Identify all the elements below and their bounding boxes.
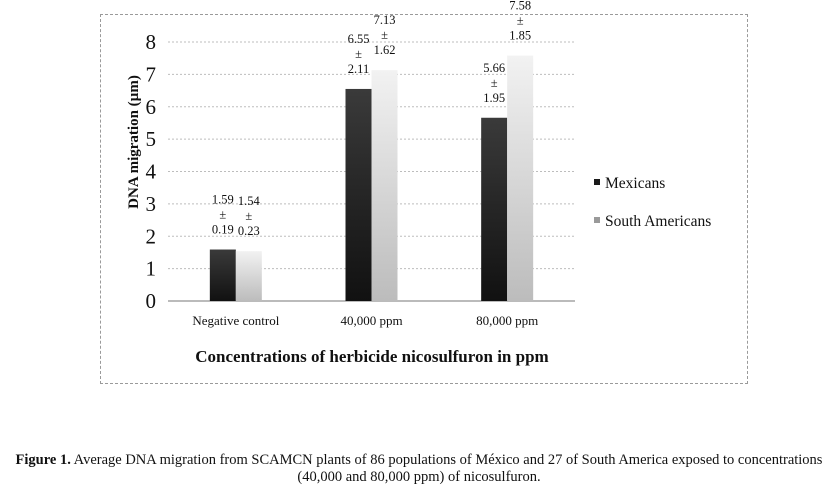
value-label: 6.55 <box>348 32 370 46</box>
value-label: 0.23 <box>238 224 260 238</box>
value-label: ± <box>219 208 226 222</box>
x-axis-label: Concentrations of herbicide nicosulfuron… <box>195 347 548 366</box>
x-tick-label: 40,000 ppm <box>340 313 402 328</box>
caption-text: Average DNA migration from SCAMCN plants… <box>70 452 823 485</box>
y-tick-label: 4 <box>146 160 157 184</box>
x-tick-labels: Negative control 40,000 ppm 80,000 ppm <box>192 313 538 328</box>
bar-mexicans-0 <box>209 249 236 301</box>
figure-caption: Figure 1. Average DNA migration from SCA… <box>0 452 838 486</box>
y-tick-label: 6 <box>146 95 157 119</box>
legend-label-south-americans: South Americans <box>605 213 711 230</box>
value-labels: 1.59±0.191.54±0.236.55±2.117.13±1.625.66… <box>212 0 531 238</box>
y-tick-label: 7 <box>146 62 157 86</box>
value-label: 2.11 <box>348 62 369 76</box>
value-label: 1.62 <box>374 43 396 57</box>
value-label: 1.59 <box>212 193 234 207</box>
bar-chart: 1.59±0.191.54±0.236.55±2.117.13±1.625.66… <box>126 0 711 366</box>
legend: Mexicans South Americans <box>594 175 711 230</box>
y-tick-label: 1 <box>146 257 157 281</box>
value-label: 7.13 <box>374 13 396 27</box>
y-tick-label: 0 <box>146 289 157 313</box>
bar-south-americans-0 <box>235 251 262 301</box>
y-tick-label: 2 <box>146 224 157 248</box>
x-tick-label: Negative control <box>192 313 279 328</box>
y-tick-label: 5 <box>146 127 157 151</box>
bar-south-americans-2 <box>507 55 534 301</box>
y-axis-label: DNA migration (µm) <box>126 75 142 209</box>
value-label: 1.85 <box>509 29 531 43</box>
value-label: ± <box>517 14 524 28</box>
legend-swatch-mexicans <box>594 179 600 185</box>
value-label: 7.58 <box>509 0 531 13</box>
y-tick-labels: 0 1 2 3 4 5 6 7 8 <box>146 30 157 313</box>
value-label: ± <box>245 209 252 223</box>
bar-mexicans-1 <box>345 88 372 301</box>
value-label: 5.66 <box>483 61 505 75</box>
value-label: 1.54 <box>238 194 261 208</box>
bar-mexicans-2 <box>481 117 508 301</box>
caption-label: Figure 1. <box>15 452 71 468</box>
value-label: ± <box>355 47 362 61</box>
value-label: 1.95 <box>483 91 505 105</box>
chart-frame <box>100 14 748 384</box>
y-tick-label: 3 <box>146 192 157 216</box>
x-tick-label: 80,000 ppm <box>476 313 538 328</box>
legend-swatch-south-americans <box>594 217 600 223</box>
y-tick-label: 8 <box>146 30 157 54</box>
bars <box>209 55 534 301</box>
value-label: ± <box>491 76 498 90</box>
legend-label-mexicans: Mexicans <box>605 175 665 192</box>
value-label: 0.19 <box>212 223 234 237</box>
bar-south-americans-1 <box>371 70 398 301</box>
value-label: ± <box>381 28 388 42</box>
